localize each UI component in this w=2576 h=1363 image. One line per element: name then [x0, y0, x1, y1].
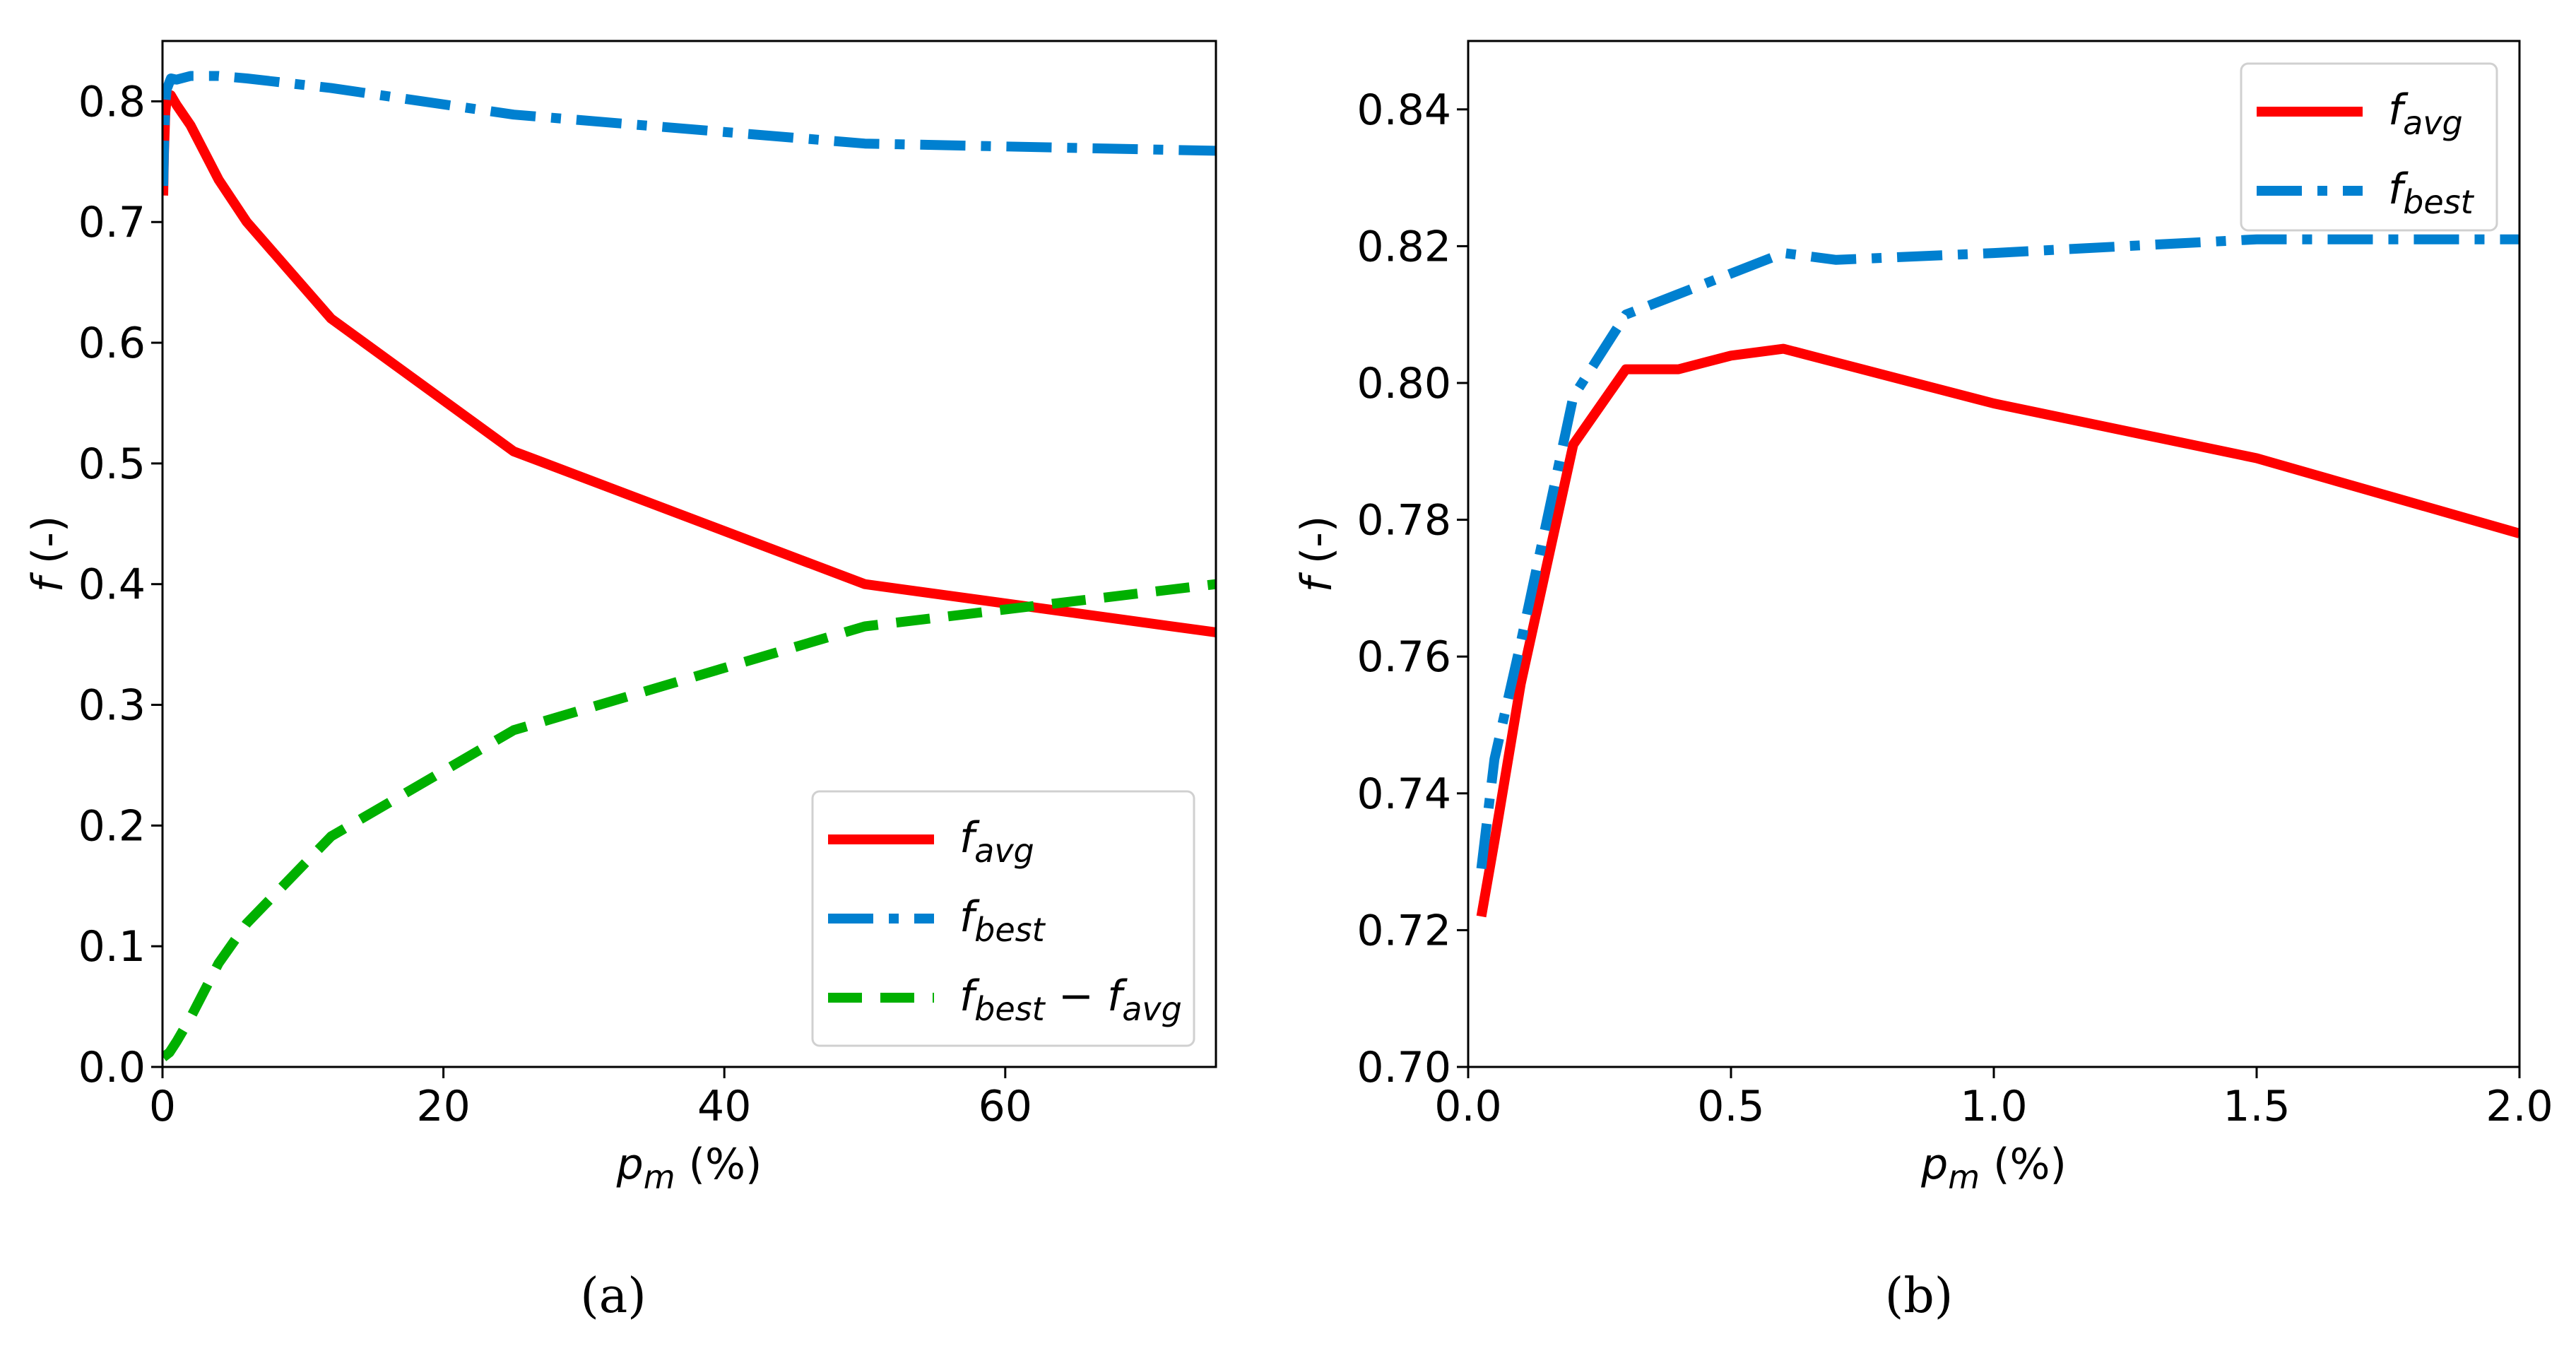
series-line-f_avg — [1476, 343, 2519, 918]
y-tick-label: 0.6 — [78, 319, 146, 368]
x-axis-title: pm (%) — [616, 1140, 762, 1196]
legend-box — [811, 790, 1195, 1047]
axes-frame — [161, 40, 1217, 1068]
y-tick-label: 0.5 — [78, 439, 146, 489]
y-tick-label: 0.4 — [78, 560, 146, 610]
series-line-diff — [163, 579, 1216, 1061]
x-tick-label: 1.0 — [1960, 1082, 2027, 1131]
y-tick-label: 0.7 — [78, 198, 146, 247]
x-tick-label: 40 — [697, 1082, 751, 1131]
panel-caption-b: (b) — [1884, 1268, 1954, 1324]
y-tick-label: 0.70 — [1357, 1043, 1451, 1092]
legend-label-f_avg: favg — [2388, 85, 2463, 142]
y-axis-title: f (-) — [23, 516, 73, 593]
y-tick-label: 0.74 — [1357, 769, 1451, 819]
y-axis-title: f (-) — [1292, 516, 1342, 593]
series-line-f_avg — [163, 90, 1216, 637]
legend-label-f_best: fbest — [959, 892, 1046, 949]
y-tick-label: 0.0 — [78, 1043, 146, 1092]
legend-box — [2240, 62, 2498, 232]
y-tick-label: 0.78 — [1357, 496, 1451, 545]
legend-label-diff: fbest − favg — [959, 972, 1182, 1028]
chart-panel-b: 0.0 0.5 1.0 1.5 2.0 0.70 0.72 0.74 0.76 0.78 0.80 0… — [1292, 40, 2553, 1196]
y-tick-label: 0.76 — [1357, 632, 1451, 682]
x-tick-label: 0 — [149, 1082, 176, 1131]
y-tick-label: 0.3 — [78, 681, 146, 731]
legend: favg fbest fbest − favg — [811, 790, 1195, 1047]
series-line-f_best — [163, 71, 1216, 187]
y-tick-label: 0.72 — [1357, 906, 1451, 955]
series-line-f_best — [1476, 234, 2519, 870]
x-tick-label: 0.0 — [1434, 1082, 1501, 1131]
x-axis-title: pm (%) — [1920, 1140, 2067, 1196]
x-tick-label: 2.0 — [2486, 1082, 2553, 1131]
legend-label-f_avg: favg — [959, 813, 1034, 870]
chart-panel-a: 0 20 40 60 0.0 0.1 0.2 0.3 0.4 0.5 0.6 0.7 0.8 pm (%)… — [23, 40, 1217, 1196]
y-tick-label: 0.84 — [1357, 85, 1451, 135]
y-tick-label: 0.82 — [1357, 222, 1451, 271]
panel-caption-a: (a) — [580, 1268, 646, 1324]
y-tick-label: 0.8 — [78, 77, 146, 126]
x-tick-label: 0.5 — [1697, 1082, 1764, 1131]
x-tick-label: 20 — [416, 1082, 470, 1131]
legend: favg fbest — [2240, 62, 2498, 232]
x-tick-label: 1.5 — [2223, 1082, 2290, 1131]
y-tick-label: 0.80 — [1357, 359, 1451, 408]
y-tick-label: 0.2 — [78, 801, 146, 851]
x-tick-label: 60 — [979, 1082, 1032, 1131]
y-tick-label: 0.1 — [78, 922, 146, 972]
legend-label-f_best: fbest — [2388, 165, 2475, 221]
